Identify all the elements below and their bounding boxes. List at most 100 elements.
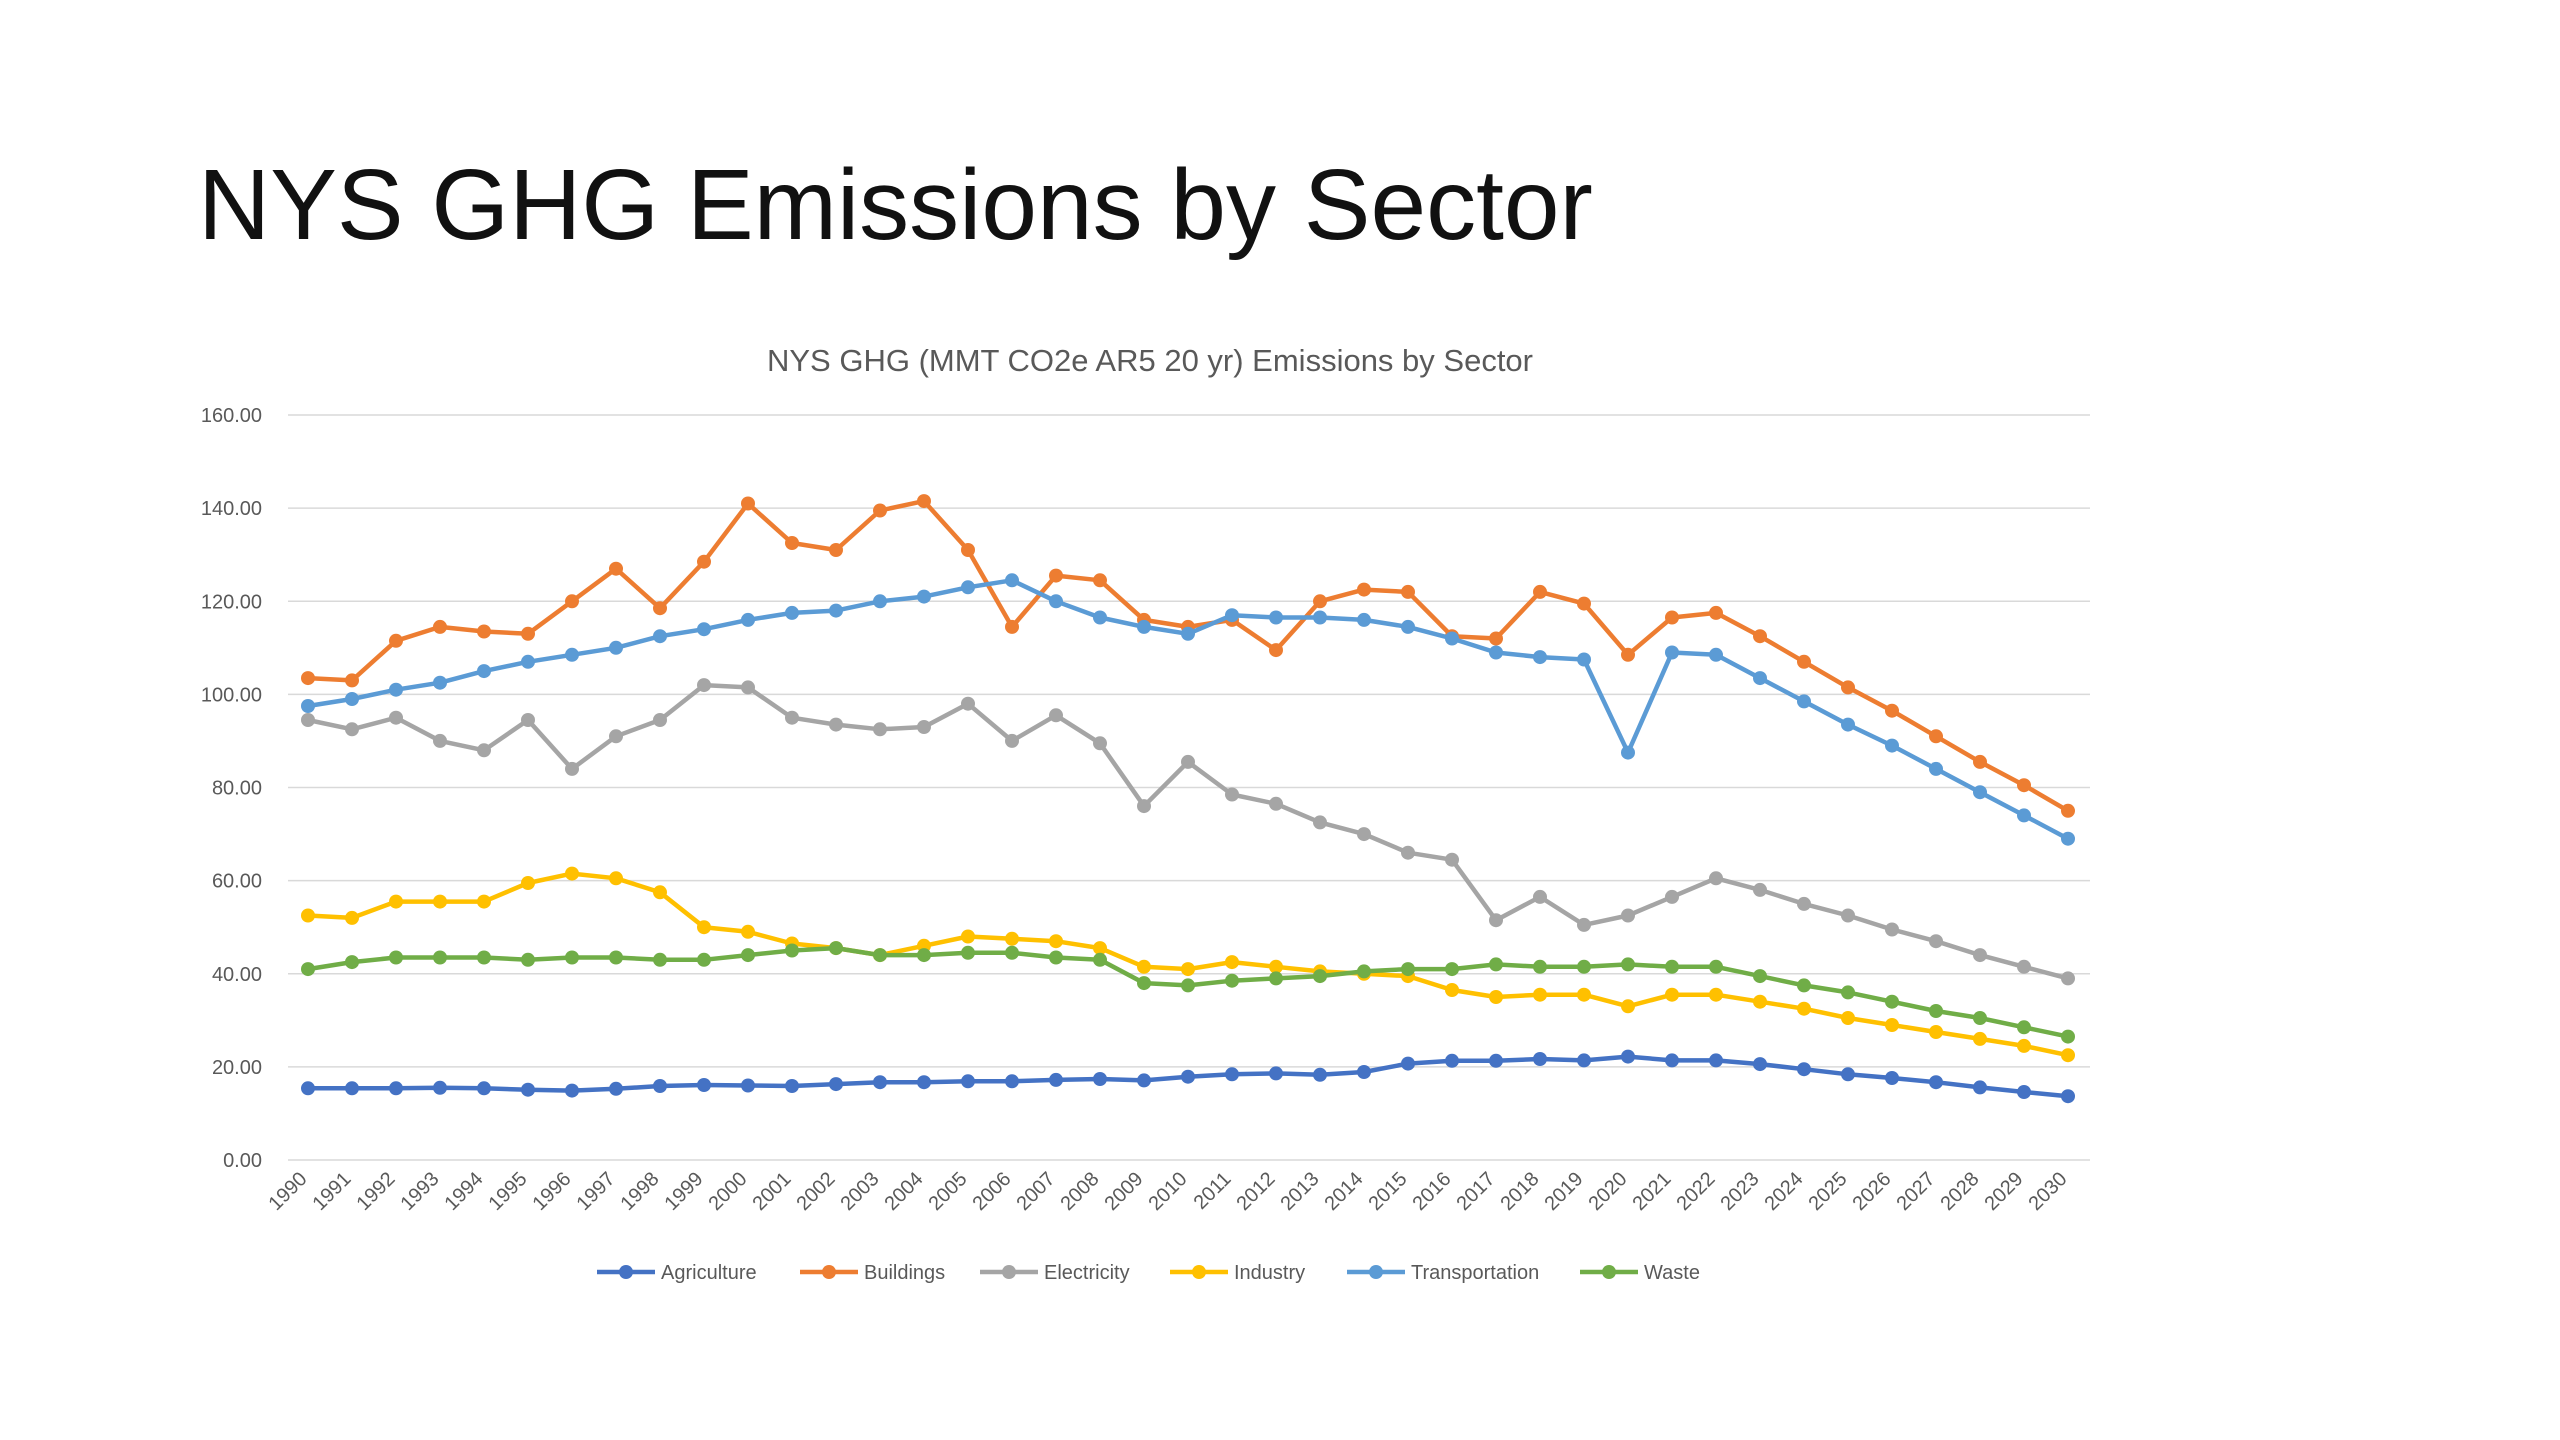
- data-point-waste: [1049, 950, 1063, 965]
- data-point-agriculture: [1973, 1080, 1987, 1095]
- data-point-electricity: [873, 722, 887, 737]
- data-point-electricity: [609, 729, 623, 744]
- data-point-transportation: [1753, 671, 1767, 686]
- data-point-agriculture: [741, 1078, 755, 1093]
- data-point-waste: [1313, 969, 1327, 984]
- data-point-transportation: [1665, 645, 1679, 660]
- data-point-buildings: [1533, 584, 1547, 599]
- data-point-agriculture: [1797, 1062, 1811, 1077]
- data-point-buildings: [1049, 568, 1063, 583]
- data-point-waste: [1269, 971, 1283, 986]
- data-point-waste: [1357, 964, 1371, 979]
- data-point-waste: [565, 950, 579, 965]
- data-point-waste: [829, 941, 843, 956]
- data-point-electricity: [1049, 708, 1063, 723]
- data-point-industry: [1049, 934, 1063, 949]
- data-point-agriculture: [697, 1078, 711, 1092]
- data-point-industry: [1797, 1001, 1811, 1016]
- data-point-agriculture: [829, 1077, 843, 1092]
- data-point-waste: [697, 952, 711, 967]
- data-point-transportation: [1489, 645, 1503, 660]
- legend-label: Industry: [1234, 1262, 1305, 1284]
- x-tick-label: 2030: [2025, 1168, 2072, 1215]
- x-tick-label: 2018: [1497, 1168, 1544, 1215]
- data-point-buildings: [609, 561, 623, 576]
- x-tick-label: 2004: [881, 1168, 928, 1215]
- data-point-transportation: [1577, 652, 1591, 667]
- legend-label: Agriculture: [661, 1262, 757, 1284]
- data-point-industry: [477, 894, 491, 909]
- data-point-agriculture: [1445, 1053, 1459, 1068]
- data-point-waste: [1533, 959, 1547, 974]
- x-tick-label: 2003: [837, 1168, 884, 1215]
- data-point-industry: [1841, 1011, 1855, 1025]
- data-point-agriculture: [961, 1074, 975, 1089]
- data-point-waste: [301, 962, 315, 977]
- x-tick-label: 1999: [661, 1168, 708, 1215]
- data-point-electricity: [345, 722, 359, 737]
- data-point-transportation: [2061, 831, 2075, 846]
- data-point-agriculture: [653, 1079, 667, 1093]
- data-point-electricity: [1577, 917, 1591, 932]
- legend-label: Waste: [1644, 1262, 1700, 1284]
- data-point-transportation: [521, 654, 535, 669]
- data-point-agriculture: [301, 1081, 315, 1096]
- data-point-electricity: [1225, 787, 1239, 802]
- data-point-electricity: [2061, 971, 2075, 986]
- series-agriculture: [301, 1049, 2075, 1104]
- series-electricity: [301, 678, 2075, 986]
- data-point-waste: [2017, 1020, 2031, 1035]
- data-point-electricity: [1533, 889, 1547, 904]
- data-point-agriculture: [1753, 1057, 1767, 1072]
- data-point-waste: [2061, 1029, 2075, 1044]
- data-point-waste: [1753, 969, 1767, 984]
- data-point-agriculture: [1929, 1075, 1943, 1090]
- x-tick-label: 2014: [1321, 1168, 1368, 1215]
- data-point-electricity: [565, 761, 579, 776]
- data-point-waste: [521, 952, 535, 967]
- x-tick-label: 2013: [1277, 1168, 1324, 1215]
- data-point-transportation: [2017, 808, 2031, 823]
- data-point-buildings: [1313, 594, 1327, 609]
- data-point-electricity: [1885, 922, 1899, 937]
- data-point-buildings: [829, 543, 843, 557]
- data-point-agriculture: [1401, 1056, 1415, 1071]
- data-point-electricity: [2017, 959, 2031, 974]
- data-point-transportation: [1093, 610, 1107, 625]
- data-point-buildings: [1841, 680, 1855, 695]
- data-point-electricity: [1621, 908, 1635, 923]
- data-point-electricity: [1269, 796, 1283, 811]
- x-tick-label: 1997: [573, 1168, 620, 1215]
- data-point-buildings: [521, 626, 535, 641]
- x-tick-label: 2009: [1101, 1168, 1148, 1215]
- data-point-waste: [1841, 985, 1855, 1000]
- data-point-buildings: [1753, 629, 1767, 644]
- data-point-industry: [1753, 994, 1767, 1009]
- data-point-transportation: [917, 589, 931, 604]
- data-point-buildings: [1093, 573, 1107, 588]
- y-tick-label: 140.00: [201, 498, 262, 520]
- data-point-waste: [1401, 962, 1415, 977]
- data-point-agriculture: [873, 1075, 887, 1090]
- data-point-transportation: [1049, 594, 1063, 609]
- data-point-buildings: [345, 673, 359, 688]
- data-point-transportation: [1797, 694, 1811, 709]
- x-tick-label: 2000: [705, 1168, 752, 1215]
- data-point-agriculture: [1225, 1067, 1239, 1082]
- data-point-agriculture: [1093, 1072, 1107, 1086]
- data-point-waste: [653, 952, 667, 967]
- data-point-waste: [433, 950, 447, 965]
- data-point-transportation: [1621, 745, 1635, 760]
- x-tick-label: 1993: [397, 1168, 444, 1215]
- x-tick-label: 1991: [309, 1168, 356, 1215]
- data-point-waste: [1577, 959, 1591, 974]
- y-axis-tick-labels: 0.00 20.00 40.00 60.00 80.00 100.00 120.00 140.…: [201, 405, 262, 1172]
- data-point-buildings: [477, 624, 491, 639]
- data-point-waste: [1973, 1011, 1987, 1025]
- x-tick-label: 2007: [1013, 1168, 1060, 1215]
- data-point-waste: [1709, 959, 1723, 974]
- data-point-industry: [433, 894, 447, 909]
- x-tick-label: 2024: [1761, 1168, 1808, 1215]
- data-point-agriculture: [1005, 1074, 1019, 1089]
- data-point-agriculture: [609, 1081, 623, 1096]
